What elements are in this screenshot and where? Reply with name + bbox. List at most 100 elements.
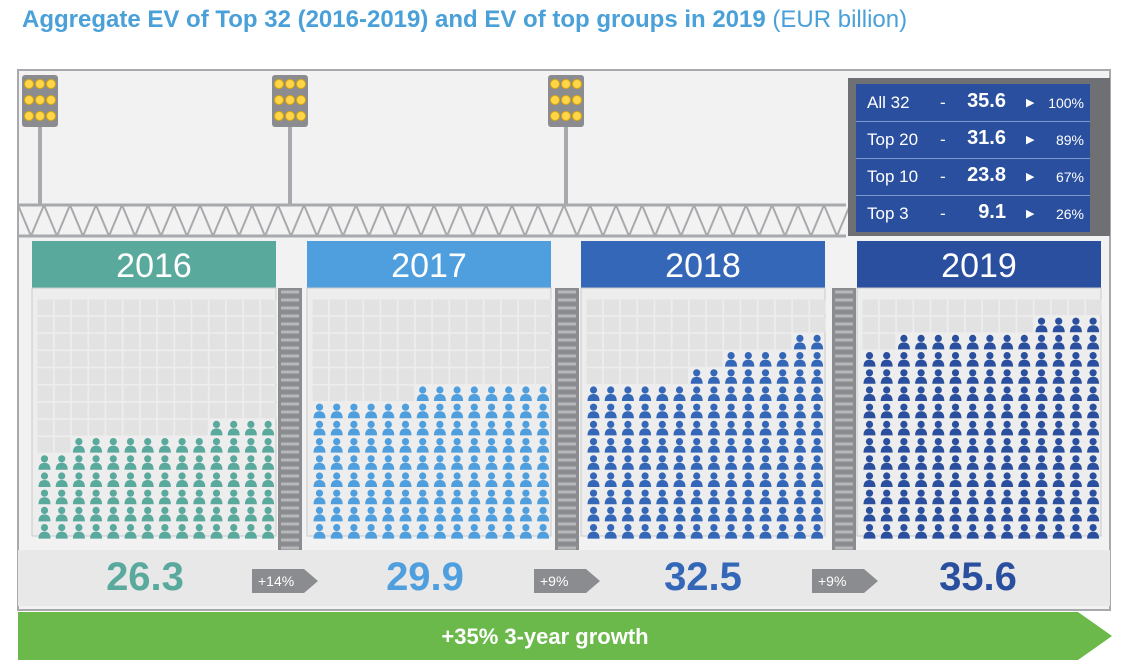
spectator-icon (539, 506, 547, 514)
empty-seat (71, 419, 88, 436)
spectator-icon (1072, 472, 1080, 480)
spectator-icon (949, 359, 962, 367)
empty-seat (879, 316, 896, 333)
empty-seat (364, 299, 380, 315)
spectator-icon (587, 480, 600, 487)
spectator-icon (264, 472, 272, 480)
spectator-icon (934, 369, 942, 377)
spectator-icon (92, 506, 100, 514)
truss-strut (30, 204, 45, 237)
spectator-icon (58, 455, 66, 463)
spectator-icon (759, 480, 772, 487)
spectator-icon (350, 420, 358, 428)
spectator-icon (401, 489, 410, 497)
spectator-icon (656, 428, 669, 436)
spectator-icon (811, 462, 824, 470)
spectator-icon (865, 438, 874, 446)
spectator-icon (710, 506, 718, 514)
spectator-icon (264, 506, 272, 514)
empty-seat (89, 333, 105, 350)
spectator-icon (880, 514, 893, 522)
seating-panel-border (856, 287, 1102, 537)
empty-seat (948, 299, 964, 315)
spectator-icon (401, 403, 410, 411)
empty-seat (501, 333, 518, 350)
spectator-icon (744, 472, 752, 480)
truss-strut (576, 204, 591, 237)
spectator-icon (333, 472, 341, 480)
spectator-icon (487, 506, 496, 514)
spectator-icon (365, 445, 378, 453)
spectator-icon (986, 506, 994, 514)
spectator-icon (384, 420, 392, 428)
spectator-icon (710, 489, 718, 497)
spectator-icon (915, 445, 928, 453)
empty-seat (467, 316, 483, 333)
spectator-icon (624, 455, 632, 463)
spectator-icon (693, 524, 701, 532)
spectator-icon (485, 428, 498, 436)
spectator-icon (178, 455, 186, 463)
empty-seat (603, 368, 620, 384)
spectator-icon (333, 506, 341, 514)
empty-seat (741, 299, 757, 315)
spectator-icon (742, 394, 755, 401)
spectator-icon (502, 428, 515, 436)
spectator-icon (107, 531, 120, 539)
spectator-icon (658, 386, 666, 394)
empty-seat (415, 368, 432, 384)
spectator-icon (55, 462, 68, 470)
truss-strut (706, 204, 721, 237)
spectator-icon (1087, 325, 1100, 333)
spectator-icon (761, 489, 770, 497)
spectator-icon (58, 489, 66, 497)
spectator-icon (161, 489, 169, 497)
spectator-icon (1069, 531, 1082, 539)
spectator-icon (244, 514, 257, 522)
spectator-icon (522, 489, 530, 497)
floodlight-lamp (274, 111, 284, 121)
spectator-icon (793, 497, 806, 505)
spectator-icon (210, 531, 223, 539)
spectator-icon (779, 403, 787, 411)
spectator-icon (505, 524, 513, 532)
spectator-icon (1003, 403, 1011, 411)
empty-seat (432, 351, 449, 367)
spectator-icon (966, 411, 979, 419)
spectator-icon (725, 462, 738, 470)
empty-seat (226, 316, 243, 333)
spectator-icon (451, 394, 464, 401)
empty-seat (37, 419, 53, 436)
empty-seat (157, 299, 174, 315)
spectator-icon (485, 497, 498, 505)
spectator-icon (1037, 334, 1046, 342)
spectator-icon (1052, 359, 1065, 367)
empty-seat (620, 351, 637, 367)
spectator-icon (932, 342, 945, 350)
spectator-icon (897, 376, 910, 384)
empty-seat (706, 299, 723, 315)
spectator-icon (1087, 531, 1100, 539)
spectator-icon (761, 506, 770, 514)
spectator-icon (1072, 369, 1080, 377)
spectator-icon (966, 445, 979, 453)
spectator-icon (865, 489, 874, 497)
floodlight-lamp (550, 95, 560, 105)
spectator-icon (1003, 334, 1011, 342)
spectator-icon (262, 428, 275, 436)
floodlight-lamp (285, 95, 295, 105)
spectator-icon (453, 489, 461, 497)
spectator-icon (675, 524, 684, 532)
truss-strut (368, 204, 383, 237)
spectator-icon (433, 411, 446, 419)
spectator-icon (347, 445, 360, 453)
empty-seat (329, 316, 346, 333)
spectator-icon (1069, 359, 1082, 367)
spectator-icon (75, 455, 83, 463)
spectator-icon (639, 462, 652, 470)
truss-strut (537, 204, 552, 237)
spectator-icon (90, 514, 103, 522)
empty-seat (706, 316, 723, 333)
spectator-icon (727, 506, 735, 514)
spectator-icon (315, 524, 324, 532)
